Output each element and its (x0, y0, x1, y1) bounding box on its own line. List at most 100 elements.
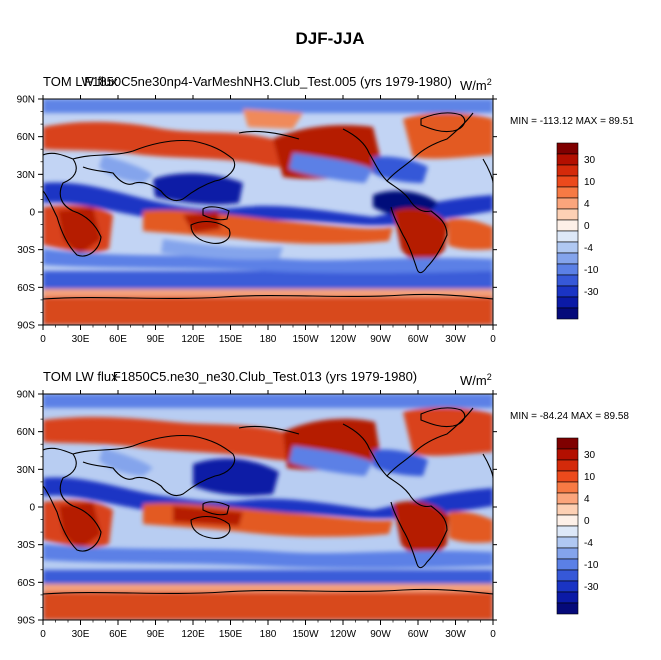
panel-top-units: W/m2 (460, 77, 492, 93)
lat-tick-label: 90S (17, 321, 35, 332)
colorbar-label: 4 (584, 199, 590, 210)
colorbar-swatch (556, 153, 579, 166)
lat-tick-label: 90N (17, 95, 35, 106)
colorbar-swatch (556, 525, 579, 538)
lon-tick-label: 0 (490, 334, 496, 345)
lat-tick-label: 0 (29, 208, 35, 219)
colorbar-label: 0 (584, 516, 590, 527)
panel-bottom-ticks: 0 30E 60E 90E 120E 150E 180 150W 120W 90W 60W 30W 09… (17, 390, 497, 640)
colorbar-label: -30 (584, 287, 599, 298)
lon-tick-label: 30E (72, 629, 90, 640)
colorbar-swatch (556, 481, 579, 494)
lat-tick-label: 60S (17, 578, 35, 589)
lon-tick-label: 0 (490, 629, 496, 640)
colorbar-swatch (556, 514, 579, 527)
panel-top-case-title: F1850C5ne30np4-VarMeshNH3.Club_Test.005 … (84, 74, 452, 89)
panel-top-map (43, 99, 493, 325)
lon-tick-label: 150E (219, 334, 243, 345)
colorbar-swatch (556, 296, 579, 309)
colorbar-label: 0 (584, 221, 590, 232)
lon-tick-label: 0 (40, 629, 46, 640)
lon-tick-label: 30W (445, 629, 466, 640)
colorbar-swatch (556, 569, 579, 582)
colorbar-swatch (556, 580, 579, 593)
lon-tick-label: 90W (370, 334, 391, 345)
lon-tick-label: 180 (260, 334, 277, 345)
panel-bottom-stats: MIN = -84.24 MAX = 89.58 (510, 411, 629, 422)
lon-tick-label: 60E (109, 629, 127, 640)
colorbar-top: 30 10 4 0 -4 -10 -30 (556, 142, 599, 320)
colorbar-label: 10 (584, 472, 596, 483)
colorbar-swatch (556, 142, 579, 155)
coastlines (43, 407, 493, 595)
colorbar-label: -4 (584, 243, 593, 254)
field-patches (43, 99, 493, 325)
colorbar-swatch (556, 547, 579, 560)
lat-tick-label: 90S (17, 616, 35, 627)
panel-top: TOM LW flux F1850C5ne30np4-VarMeshNH3.Cl… (17, 74, 635, 345)
lon-tick-label: 120W (330, 334, 357, 345)
colorbar-label: 30 (584, 155, 596, 166)
colorbar-swatch (556, 492, 579, 505)
lon-tick-label: 30E (72, 334, 90, 345)
colorbar-swatch (556, 307, 579, 320)
lon-tick-label: 150W (292, 629, 319, 640)
lat-tick-label: 60S (17, 283, 35, 294)
colorbar-swatch (556, 285, 579, 298)
colorbar-label: -10 (584, 265, 599, 276)
colorbar-swatch (556, 274, 579, 287)
colorbar-swatch (556, 208, 579, 221)
colorbar-label: 4 (584, 494, 590, 505)
lon-tick-label: 0 (40, 334, 46, 345)
field-patches (43, 394, 493, 620)
panel-bottom-case-title: F1850C5.ne30_ne30.Club_Test.013 (yrs 197… (113, 369, 417, 384)
colorbar-swatch (556, 602, 579, 615)
lon-tick-label: 90W (370, 629, 391, 640)
colorbar-swatch (556, 459, 579, 472)
colorbar-label: 10 (584, 177, 596, 188)
lat-tick-label: 60N (17, 132, 35, 143)
lon-tick-label: 120W (330, 629, 357, 640)
panel-top-stats: MIN = -113.12 MAX = 89.51 (510, 116, 634, 127)
colorbar-swatch (556, 558, 579, 571)
panel-bottom: TOM LW flux F1850C5.ne30_ne30.Club_Test.… (17, 369, 630, 640)
lon-tick-label: 90E (147, 629, 165, 640)
colorbar-swatch (556, 175, 579, 188)
colorbar-swatch (556, 536, 579, 549)
colorbar-swatch (556, 263, 579, 276)
colorbar-swatch (556, 219, 579, 232)
lon-tick-label: 60W (408, 334, 429, 345)
colorbar-label: 30 (584, 450, 596, 461)
lat-tick-label: 90N (17, 390, 35, 401)
lat-tick-label: 60N (17, 427, 35, 438)
colorbar-label: -4 (584, 538, 593, 549)
colorbar-swatch (556, 591, 579, 604)
colorbar-swatch (556, 252, 579, 265)
colorbar-swatch (556, 230, 579, 243)
colorbar-label: -10 (584, 560, 599, 571)
lon-tick-label: 60E (109, 334, 127, 345)
figure-title: DJF-JJA (296, 29, 365, 48)
lat-tick-label: 30N (17, 170, 35, 181)
panel-top-ticks: 0 30E 60E 90E 120E 150E 180 150W 120W 90W 60W 30W 09… (17, 95, 497, 345)
lon-tick-label: 30W (445, 334, 466, 345)
coastlines (43, 112, 493, 300)
panel-bottom-units: W/m2 (460, 372, 492, 388)
colorbar-label: -30 (584, 582, 599, 593)
lat-tick-label: 0 (29, 503, 35, 514)
lat-tick-label: 30S (17, 540, 35, 551)
colorbar-swatch (556, 448, 579, 461)
lat-tick-label: 30N (17, 465, 35, 476)
colorbar-swatch (556, 470, 579, 483)
colorbar-swatch (556, 186, 579, 199)
lon-tick-label: 120E (181, 334, 205, 345)
panel-top-left-title: TOM LW flux (43, 74, 118, 89)
lon-tick-label: 150W (292, 334, 319, 345)
lon-tick-label: 60W (408, 629, 429, 640)
lon-tick-label: 90E (147, 334, 165, 345)
colorbar-swatch (556, 197, 579, 210)
lon-tick-label: 120E (181, 629, 205, 640)
lon-tick-label: 180 (260, 629, 277, 640)
panel-bottom-left-title: TOM LW flux (43, 369, 118, 384)
lon-tick-label: 150E (219, 629, 243, 640)
